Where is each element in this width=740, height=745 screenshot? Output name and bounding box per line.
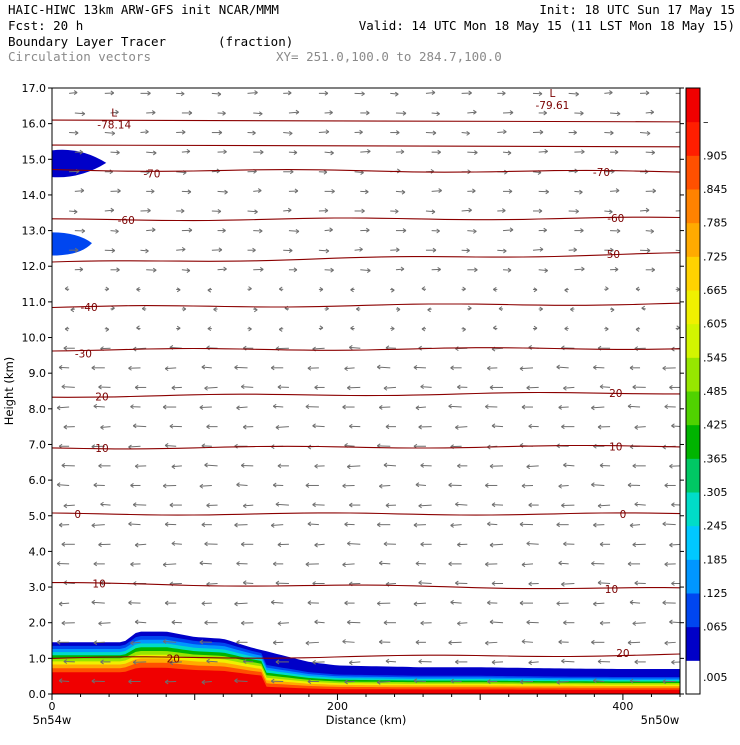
y-tick-label: 16.0 (22, 118, 47, 131)
y-tick-label: 5.0 (29, 510, 47, 523)
colorbar-label: .785 (703, 217, 728, 230)
colorbar-label: .725 (703, 250, 728, 263)
colorbar-label: .005 (703, 671, 728, 684)
contour-label: -40 (81, 302, 98, 314)
colorbar-label: .845 (703, 183, 728, 196)
y-tick-label: 10.0 (22, 332, 47, 345)
x-tick-label: 400 (612, 700, 633, 713)
contour-label: 20 (167, 653, 180, 665)
low-value: -78.14 (97, 120, 131, 132)
vector-head (682, 170, 685, 174)
colorbar-swatch (686, 256, 700, 290)
x-tick-label: 0 (49, 700, 56, 713)
low-symbol: L (549, 88, 555, 100)
colorbar-swatch (686, 559, 700, 593)
y-tick-label: 1.0 (29, 652, 47, 665)
colorbar-label: .605 (703, 318, 728, 331)
x-axis: 0 200 400 (49, 694, 681, 713)
colorbar-label: .065 (703, 621, 728, 634)
forecast-hour: Fcst: 20 h (8, 18, 83, 33)
colorbar-swatch (686, 324, 700, 358)
y-axis-label: Height (km) (2, 357, 16, 426)
field-name: Boundary Layer Tracer (8, 34, 167, 49)
y-tick-label: 17.0 (22, 82, 47, 95)
y-tick-label: 11.0 (22, 296, 47, 309)
colorbar-swatch (686, 189, 700, 223)
low-symbol: L (111, 108, 117, 120)
vector-head (681, 130, 684, 134)
model-title: HAIC-HIWC 13km ARW-GFS init NCAR/MMM (8, 2, 279, 17)
colorbar-label: .485 (703, 385, 728, 398)
colorbar-swatch (686, 88, 700, 122)
contour-label: 20 (616, 648, 629, 660)
contour-label: -70 (143, 169, 160, 181)
contour-label: 0 (620, 509, 627, 521)
colorbar-swatch (686, 155, 700, 189)
colorbar-label: – (703, 116, 709, 129)
colorbar-swatch (686, 526, 700, 560)
colorbar-swatch (686, 223, 700, 257)
y-tick-label: 9.0 (29, 367, 47, 380)
vector-head (682, 307, 685, 311)
contour-label: -50 (603, 249, 620, 261)
y-tick-label: 14.0 (22, 189, 47, 202)
colorbar-label: .245 (703, 520, 728, 533)
init-time: Init: 18 UTC Sun 17 May 15 (539, 2, 735, 17)
x-axis-label: Distance (km) (326, 713, 407, 727)
y-tick-label: 13.0 (22, 225, 47, 238)
contour-label: 20 (95, 391, 108, 403)
colorbar-label: .425 (703, 419, 728, 432)
colorbar: .005 .065 .125 .185 .245 .305 .365 .425 .485 .545… (686, 88, 728, 695)
contour-label: -60 (607, 213, 624, 225)
contour-label: -60 (118, 215, 135, 227)
contour-label: -30 (75, 349, 92, 361)
colorbar-swatch (686, 391, 700, 425)
low-value: -79.61 (535, 100, 569, 112)
y-tick-label: 0.0 (29, 688, 47, 701)
colorbar-swatch (686, 492, 700, 526)
contour-label: 10 (609, 441, 622, 453)
vector-head (683, 209, 686, 213)
contour-label: 10 (92, 578, 105, 590)
y-tick-label: 15.0 (22, 153, 47, 166)
vector-field-name: Circulation vectors (8, 49, 151, 64)
colorbar-swatch (686, 627, 700, 661)
y-tick-label: 3.0 (29, 581, 47, 594)
colorbar-label: .305 (703, 486, 728, 499)
cross-section-endpoints: XY= 251.0,100.0 to 284.7,100.0 (276, 49, 502, 64)
y-tick-label: 8.0 (29, 403, 47, 416)
colorbar-label: .905 (703, 149, 728, 162)
x-tick-label: 200 (327, 700, 348, 713)
colorbar-swatch (686, 122, 700, 156)
contour-label: 10 (95, 443, 108, 455)
contour-label: 0 (74, 509, 81, 521)
colorbar-swatch (686, 458, 700, 492)
y-tick-label: 4.0 (29, 545, 47, 558)
y-tick-label: 7.0 (29, 438, 47, 451)
colorbar-swatch (686, 425, 700, 459)
colorbar-label: .665 (703, 284, 728, 297)
x-end-location: 5n50w (641, 713, 680, 727)
y-tick-label: 2.0 (29, 617, 47, 630)
contour-label: 10 (605, 584, 618, 596)
contour-label: 20 (609, 388, 622, 400)
contour-label: -70 (593, 167, 610, 179)
colorbar-label: .125 (703, 587, 728, 600)
x-start-location: 5n54w (33, 713, 72, 727)
valid-time: Valid: 14 UTC Mon 18 May 15 (11 LST Mon … (359, 18, 735, 33)
colorbar-swatch (686, 290, 700, 324)
field-units: (fraction) (218, 34, 293, 49)
colorbar-label: .185 (703, 553, 728, 566)
colorbar-label: .365 (703, 452, 728, 465)
colorbar-swatch (686, 593, 700, 627)
y-tick-label: 6.0 (29, 474, 47, 487)
vector-head (681, 249, 684, 253)
colorbar-label: .545 (703, 351, 728, 364)
vector-head (683, 91, 686, 95)
colorbar-swatch (686, 660, 700, 694)
colorbar-swatch (686, 357, 700, 391)
y-tick-label: 12.0 (22, 260, 47, 273)
